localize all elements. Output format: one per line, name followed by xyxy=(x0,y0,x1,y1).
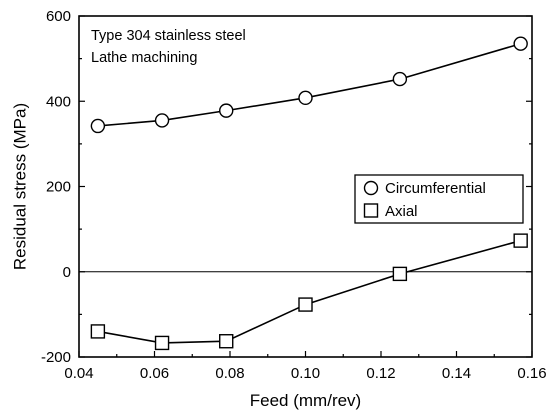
annotation-process: Lathe machining xyxy=(91,50,197,66)
point-circumferential xyxy=(513,36,528,51)
x-tick-label: 0.04 xyxy=(64,365,93,382)
point-circumferential xyxy=(90,118,106,134)
point-circumferential xyxy=(392,71,408,87)
x-axis-ticks: 0.04 0.06 0.08 0.10 0.12 0.14 0.16 xyxy=(64,351,547,382)
x-tick-label: 0.10 xyxy=(291,365,320,382)
x-tick-label: 0.06 xyxy=(140,365,169,382)
y-axis-ticks: -200 0 200 400 600 xyxy=(41,8,532,366)
series-line-axial xyxy=(97,239,521,344)
point-circumferential xyxy=(219,103,234,118)
y-axis-title: Residual stress (MPa) xyxy=(10,103,29,270)
y-tick-label: 200 xyxy=(46,179,71,196)
point-circumferential xyxy=(154,113,170,128)
point-axial xyxy=(154,335,170,351)
legend-marker-circumferential xyxy=(363,180,379,196)
x-axis-title: Feed (mm/rev) xyxy=(250,391,361,410)
legend: Circumferential Axial xyxy=(354,174,524,224)
legend-marker-axial xyxy=(363,203,379,218)
point-axial xyxy=(392,266,408,282)
series-line-circumferential xyxy=(97,42,521,127)
x-tick-label: 0.12 xyxy=(366,365,395,382)
legend-label-circumferential: Circumferential xyxy=(385,180,486,197)
y-tick-label: 400 xyxy=(46,93,71,110)
point-circumferential xyxy=(298,90,313,106)
y-tick-label: 0 xyxy=(63,264,71,281)
point-axial xyxy=(513,233,528,248)
legend-box xyxy=(354,174,524,224)
annotation-material: Type 304 stainless steel xyxy=(91,28,246,44)
x-tick-label: 0.16 xyxy=(517,365,546,382)
legend-label-axial: Axial xyxy=(385,203,418,220)
point-axial xyxy=(90,324,106,339)
plot-area: 0.04 0.06 0.08 0.10 0.12 0.14 0.16 -200 0 200 400… xyxy=(41,8,547,382)
x-tick-label: 0.08 xyxy=(215,365,244,382)
point-axial xyxy=(219,334,234,349)
y-tick-label: -200 xyxy=(41,349,71,366)
point-axial xyxy=(298,297,313,312)
series-layer xyxy=(90,36,528,351)
x-tick-label: 0.14 xyxy=(442,365,471,382)
y-tick-label: 600 xyxy=(46,8,71,25)
